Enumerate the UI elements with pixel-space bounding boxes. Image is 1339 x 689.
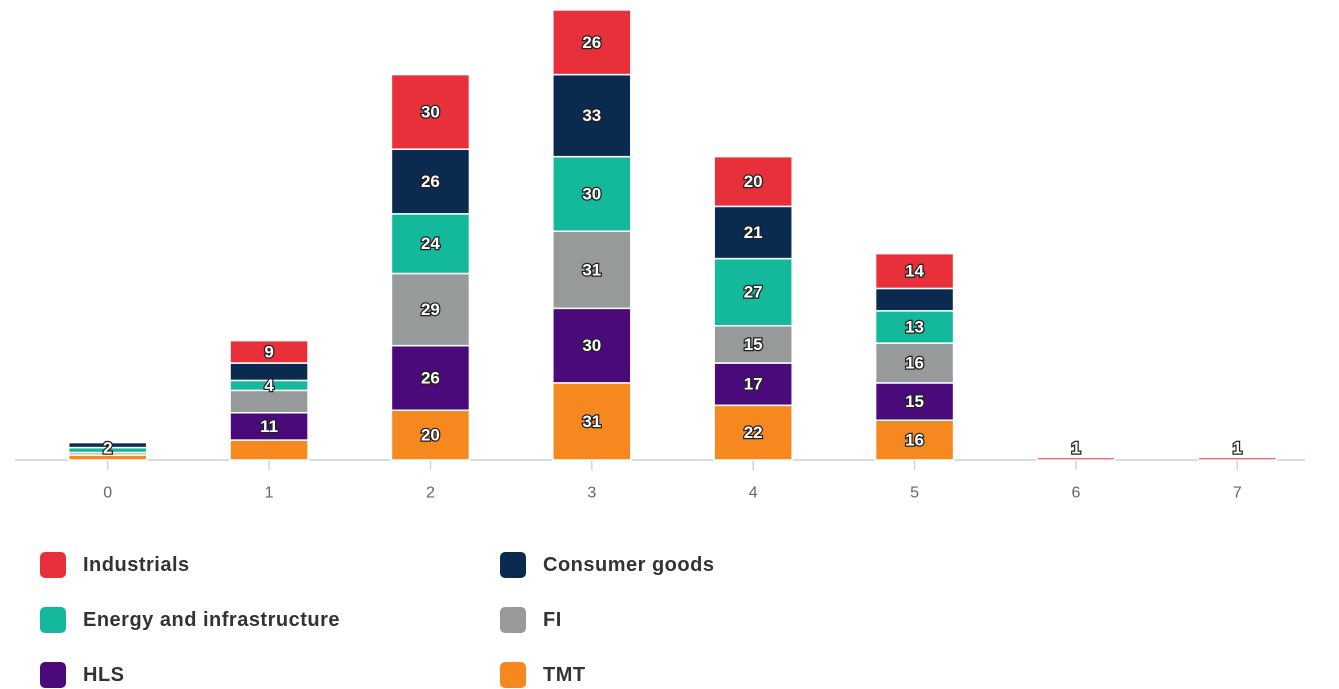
legend-label: Energy and infrastructure [83,609,340,631]
data-label: 17 [744,375,763,394]
data-label: 15 [744,335,763,354]
bar-segment [229,439,309,461]
data-label: 27 [744,283,763,302]
data-label: 16 [905,431,924,450]
x-tick-label: 3 [587,485,596,502]
data-label: 29 [421,300,440,319]
bar-segment [552,230,632,310]
x-tick-label: 7 [1233,485,1242,502]
bar-segment [713,257,793,327]
data-label: 30 [582,184,601,203]
bar-segment [552,382,632,461]
x-tick-label: 0 [103,485,112,502]
x-tick-label: 2 [426,485,435,502]
bar-segment [552,9,632,76]
data-label: 4 [264,376,274,395]
data-label: 11 [260,417,278,436]
bar-segment [874,382,955,421]
legend-swatch [500,662,526,688]
data-label: 20 [421,426,440,445]
data-label: 2 [103,439,112,458]
bar-segment [874,252,955,290]
bar-segment [390,272,471,347]
bar-segment [67,441,148,449]
data-label: 1 [1071,439,1080,458]
legend-label: HLS [83,664,125,686]
data-label: 30 [582,336,601,355]
data-label: 22 [744,423,763,442]
data-label: 31 [582,412,601,431]
bar-segment [713,205,793,260]
data-label: 30 [421,102,440,121]
x-tick-label: 1 [265,485,274,502]
bar-segment [1197,456,1278,461]
data-label: 21 [744,223,763,242]
data-label: 9 [264,342,273,361]
bar-segment [552,155,632,232]
bar-segment [390,213,471,275]
bar-segment [229,412,309,441]
data-label: 1 [1233,439,1242,458]
bar-segment [713,324,793,364]
data-label: 15 [905,392,924,411]
bar-segment [552,73,632,158]
x-tick-label: 5 [910,485,919,502]
x-tick-label: 6 [1071,485,1080,502]
data-label: 24 [421,234,440,253]
data-label: 26 [421,172,440,191]
bar-segment [874,310,955,344]
bar-segment [874,287,955,312]
data-label: 20 [744,172,763,191]
legend-swatch [500,552,526,578]
bar-segment [390,409,471,461]
bar-segment [390,73,471,150]
bar-segment [1036,456,1116,461]
x-tick-label: 4 [749,485,758,502]
legend-swatch [40,552,66,578]
bar-segment [874,419,955,461]
bar-segment [713,362,793,407]
data-label: 16 [905,354,924,373]
bar-segment [390,148,471,215]
bar-segment [229,339,309,364]
data-label: 31 [582,260,601,279]
legend-swatch [40,607,66,633]
bar-segment [713,155,793,208]
legend-label: Consumer goods [543,554,714,576]
data-label: 14 [905,262,924,281]
data-label: 33 [582,106,601,125]
legend-label: FI [543,609,562,631]
data-label: 13 [905,317,924,336]
legend-label: TMT [543,664,586,686]
bar-segment [713,404,793,461]
legend-label: Industrials [83,554,190,576]
legend-swatch [40,662,66,688]
legend-swatch [500,607,526,633]
bar-segment [874,342,955,384]
data-label: 26 [421,368,440,387]
data-label: 26 [582,33,601,52]
